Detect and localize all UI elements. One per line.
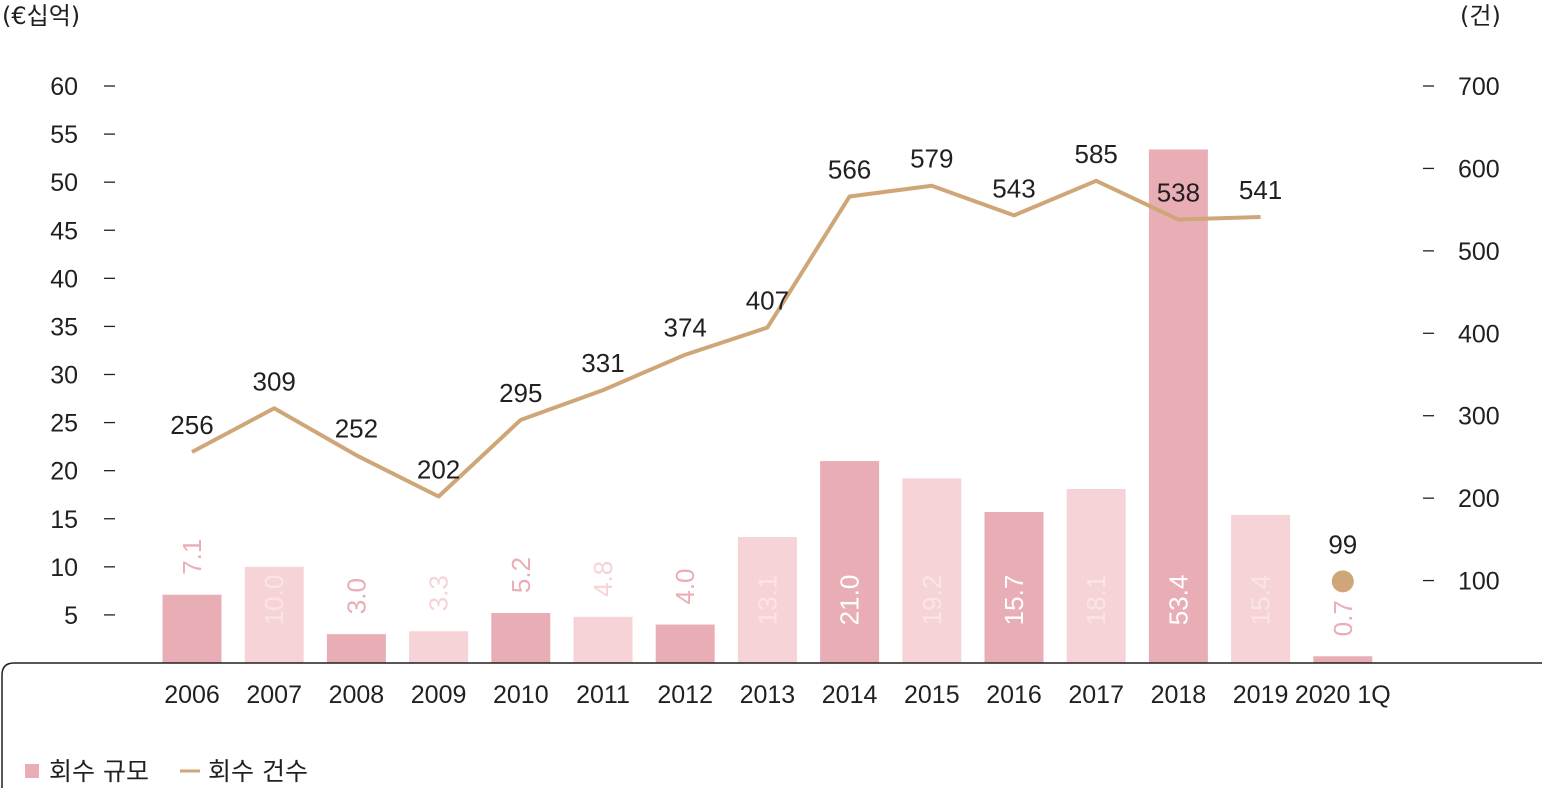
bar-value-label: 10.0 bbox=[259, 575, 289, 626]
bar bbox=[244, 566, 304, 663]
line-value-label: 331 bbox=[581, 348, 624, 378]
bar bbox=[409, 631, 469, 663]
line-value-label: 202 bbox=[417, 454, 460, 484]
line-value-label: 585 bbox=[1075, 139, 1118, 169]
x-tick-label: 2014 bbox=[822, 681, 878, 709]
x-tick-label: 2016 bbox=[986, 681, 1042, 709]
left-tick-label: 40 bbox=[50, 265, 78, 293]
left-tick-label: 60 bbox=[50, 73, 78, 101]
line-value-label: 541 bbox=[1239, 175, 1282, 205]
bar-value-label: 19.2 bbox=[917, 575, 947, 626]
right-tick-label: 100 bbox=[1458, 568, 1500, 596]
left-tick-label: 30 bbox=[50, 362, 78, 390]
left-axis: 5 10 15 20 25 30 35 40 45 50 55 60 bbox=[50, 73, 115, 630]
bar-value-label: 13.1 bbox=[752, 575, 782, 626]
line-value-label: 566 bbox=[828, 154, 871, 184]
bar bbox=[162, 594, 222, 663]
left-tick-label: 50 bbox=[50, 169, 78, 197]
line-point bbox=[1331, 570, 1354, 593]
line-value-label: 374 bbox=[664, 313, 707, 343]
x-tick-label: 2020 1Q bbox=[1295, 681, 1391, 709]
right-tick-label: 200 bbox=[1458, 485, 1500, 513]
bar bbox=[1066, 488, 1126, 663]
bar-value-label: 15.4 bbox=[1246, 575, 1276, 626]
bar bbox=[1313, 656, 1373, 663]
x-tick-label: 2006 bbox=[164, 681, 220, 709]
legend-label-bar: 회수 규모 bbox=[49, 757, 149, 786]
left-tick-label: 15 bbox=[50, 506, 78, 534]
x-tick-label: 2015 bbox=[904, 681, 960, 709]
line-value-label: 579 bbox=[910, 144, 953, 174]
x-tick-label: 2007 bbox=[246, 681, 302, 709]
bar-value-label: 3.0 bbox=[341, 578, 371, 614]
bar-value-label: 7.1 bbox=[177, 539, 207, 575]
left-tick-label: 45 bbox=[50, 217, 78, 245]
left-tick-label: 55 bbox=[50, 121, 78, 149]
bar-value-label: 15.7 bbox=[999, 575, 1029, 626]
line-value-label: 538 bbox=[1157, 178, 1200, 208]
x-tick-label: 2018 bbox=[1151, 681, 1207, 709]
bar bbox=[1148, 149, 1208, 664]
right-axis: 100 200 300 400 500 600 700 bbox=[1423, 73, 1500, 596]
bar-value-label: 18.1 bbox=[1081, 575, 1111, 626]
left-tick-label: 35 bbox=[50, 313, 78, 341]
line-path bbox=[191, 178, 1261, 499]
right-tick-label: 300 bbox=[1458, 403, 1500, 431]
left-axis-unit: (€십억) bbox=[2, 2, 80, 30]
line-value-label: 295 bbox=[499, 378, 542, 408]
left-tick-label: 10 bbox=[50, 554, 78, 582]
x-tick-label: 2008 bbox=[329, 681, 385, 709]
bar bbox=[326, 634, 386, 663]
line-value-label: 99 bbox=[1328, 529, 1357, 559]
right-tick-label: 700 bbox=[1458, 73, 1500, 101]
bar bbox=[655, 624, 715, 663]
line-value-label: 252 bbox=[335, 413, 378, 443]
legend-swatch-bar bbox=[25, 764, 39, 778]
legend-label-line: 회수 건수 bbox=[208, 757, 308, 786]
line-value-label: 309 bbox=[253, 366, 296, 396]
bar-value-label: 3.3 bbox=[424, 575, 454, 611]
x-tick-label: 2011 bbox=[576, 681, 630, 709]
left-tick-label: 5 bbox=[64, 602, 78, 630]
bar bbox=[737, 537, 797, 663]
left-tick-label: 20 bbox=[50, 458, 78, 486]
x-axis: 2006 2007 2008 2009 2010 2011 2012 2013 2014 2015… bbox=[164, 681, 1391, 709]
bar-value-label: 21.0 bbox=[835, 575, 865, 626]
plot-frame bbox=[1, 662, 1542, 788]
x-tick-label: 2012 bbox=[657, 681, 713, 709]
bar-value-label: 5.2 bbox=[506, 557, 536, 593]
bar bbox=[573, 616, 633, 663]
right-tick-label: 600 bbox=[1458, 155, 1500, 183]
left-tick-label: 25 bbox=[50, 410, 78, 438]
bar bbox=[902, 478, 962, 663]
bar-value-label: 0.7 bbox=[1328, 600, 1358, 636]
right-tick-label: 500 bbox=[1458, 238, 1500, 266]
line-value-label: 407 bbox=[746, 286, 789, 316]
x-tick-label: 2019 bbox=[1233, 681, 1289, 709]
right-tick-label: 400 bbox=[1458, 320, 1500, 348]
x-tick-label: 2017 bbox=[1068, 681, 1124, 709]
right-axis-unit: (건) bbox=[1460, 2, 1501, 30]
x-tick-label: 2009 bbox=[411, 681, 467, 709]
bar-value-label: 4.0 bbox=[670, 568, 700, 604]
bar bbox=[984, 512, 1044, 663]
bar-value-label: 4.8 bbox=[588, 561, 618, 597]
bar-value-label: 53.4 bbox=[1163, 575, 1193, 626]
line-series: 99 256 309 252 202 295 331 374 407 566 579 543 585 53… bbox=[170, 139, 1357, 593]
bar bbox=[1231, 514, 1291, 663]
bar-series: 7.1 10.0 3.0 3.3 5.2 4.8 4.0 13.1 21.0 19.2 15.7 18… bbox=[162, 149, 1373, 664]
legend: 회수 규모 회수 건수 bbox=[25, 757, 308, 786]
bar bbox=[491, 612, 551, 663]
x-tick-label: 2010 bbox=[493, 681, 549, 709]
x-tick-label: 2013 bbox=[740, 681, 796, 709]
bar bbox=[820, 461, 880, 663]
line-value-label: 543 bbox=[992, 173, 1035, 203]
line-value-label: 256 bbox=[170, 410, 213, 440]
